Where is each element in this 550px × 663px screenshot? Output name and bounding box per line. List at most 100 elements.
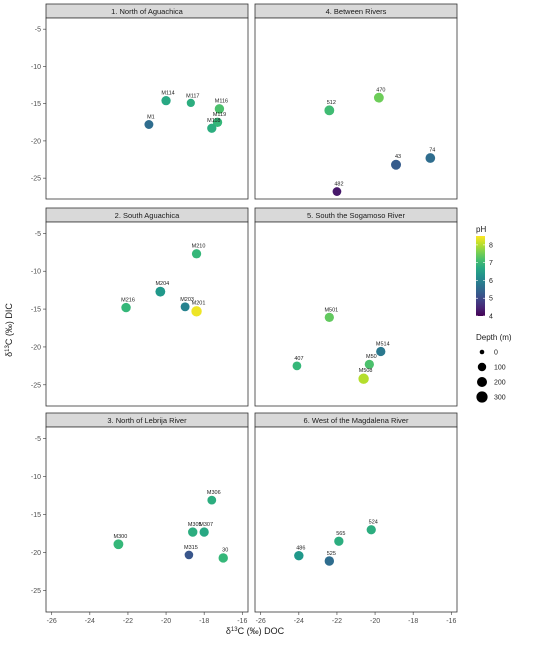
- data-point-label: 43: [395, 154, 401, 160]
- data-point-524: [366, 525, 376, 535]
- data-point-label: 30: [222, 548, 228, 554]
- data-point-m204: [155, 286, 166, 297]
- x-tick-label: -18: [408, 618, 418, 625]
- data-point-label: M117: [186, 93, 199, 99]
- y-tick-label: -10: [31, 269, 41, 276]
- data-point-label: M203: [180, 297, 194, 303]
- ph-tick-label: 5: [489, 296, 493, 303]
- panel-plot-area: [254, 221, 458, 407]
- y-tick-label: -5: [35, 436, 41, 443]
- ph-tick-label: 4: [489, 314, 493, 321]
- facet-panel-1-north-of-aguachica: 1. North of Aguachica -5 -10 -15 -20 -25 M114 M…: [31, 3, 249, 200]
- facet-panel-5-south-the-sogamoso-river: 5. South the Sogamoso River M501 M514 M50 40…: [254, 207, 458, 407]
- data-point-label: M300: [114, 534, 128, 540]
- depth-legend-key: [477, 362, 487, 372]
- data-point-label: M501: [324, 307, 338, 313]
- depth-size-legend: Depth (m) 0 100 200 300: [476, 333, 512, 403]
- ph-colorbar-legend: pH 4 5 6 7 8: [476, 225, 493, 321]
- y-tick-label: -20: [31, 344, 41, 351]
- facet-title: 6. West of the Magdalena River: [304, 416, 409, 425]
- panel-plot-area: [254, 426, 458, 613]
- data-point-label: 470: [376, 87, 385, 93]
- facet-title: 3. North of Lebrija River: [107, 416, 187, 425]
- facet-panels: 1. North of Aguachica -5 -10 -15 -20 -25 M114 M…: [31, 3, 458, 625]
- data-point-label: M119: [213, 112, 226, 118]
- x-tick-label: -16: [237, 618, 247, 625]
- data-point-label: 407: [294, 356, 303, 362]
- y-tick-label: -5: [35, 27, 41, 34]
- data-point-m307: [199, 527, 209, 537]
- facet-title: 2. South Aguachica: [115, 211, 180, 220]
- data-point-label: M508: [359, 368, 373, 374]
- y-tick-label: -5: [35, 231, 41, 238]
- y-tick-label: -10: [31, 64, 41, 71]
- data-point-label: 486: [296, 545, 305, 551]
- depth-legend-label: 100: [494, 365, 506, 372]
- facet-title: 4. Between Rivers: [326, 7, 387, 16]
- data-point-470: [373, 92, 384, 103]
- ph-tick-label: 6: [489, 278, 493, 285]
- data-point-label: M1: [147, 115, 155, 121]
- data-point-label: M514: [376, 341, 390, 347]
- facet-panel-3-north-of-lebrija-river: 3. North of Lebrija River -5 -10 -15 -20 -25 -…: [31, 412, 249, 625]
- y-axis-title: δ13C (‰) DIC: [4, 303, 14, 357]
- panel-plot-area: [254, 17, 458, 200]
- data-point-m305: [188, 527, 198, 537]
- data-point-label: M210: [192, 244, 206, 250]
- ph-legend-title: pH: [476, 225, 486, 234]
- data-point-m116: [214, 104, 225, 114]
- depth-legend-label: 0: [494, 350, 498, 357]
- data-point-m201: [191, 306, 202, 317]
- data-point-label: M305: [188, 522, 202, 528]
- y-tick-label: -25: [31, 176, 41, 183]
- data-point-label: M118: [207, 118, 220, 124]
- x-tick-label: -18: [199, 618, 209, 625]
- x-tick-label: -20: [161, 618, 171, 625]
- data-point-m203: [180, 302, 190, 312]
- data-point-label: M114: [161, 91, 174, 97]
- data-point-486: [294, 550, 304, 561]
- data-point-label: M216: [121, 297, 135, 303]
- data-point-label: 482: [334, 182, 343, 188]
- y-tick-label: -25: [31, 382, 41, 389]
- data-point-m117: [186, 98, 195, 108]
- data-point-43: [391, 159, 402, 170]
- data-point-m118: [207, 123, 217, 133]
- data-point-512: [324, 105, 335, 116]
- ph-colorbar: [476, 236, 485, 316]
- data-point-m1: [144, 120, 154, 129]
- data-point-m501: [324, 312, 334, 323]
- data-point-label: 525: [327, 551, 336, 557]
- data-point-label: M204: [155, 281, 169, 287]
- x-tick-label: -22: [332, 618, 342, 625]
- data-point-30: [218, 553, 228, 563]
- data-point-label: 524: [369, 520, 378, 526]
- data-point-label: M201: [192, 301, 206, 307]
- data-point-74: [425, 153, 436, 163]
- facet-panel-2-south-aguachica: 2. South Aguachica -5 -10 -15 -20 -25 M210 M204…: [31, 207, 249, 407]
- data-point-m216: [121, 302, 131, 313]
- depth-legend-label: 300: [494, 395, 506, 402]
- depth-legend-key: [477, 377, 487, 387]
- data-point-label: 74: [429, 148, 435, 154]
- data-point-label: M315: [184, 545, 198, 551]
- panel-plot-area: [45, 221, 249, 407]
- data-point-m50: [364, 359, 374, 369]
- y-tick-label: -20: [31, 138, 41, 145]
- y-tick-label: -15: [31, 101, 41, 108]
- facet-panel-6-west-of-the-magdalena-river: 6. West of the Magdalena River -26 -24 -22 -…: [254, 412, 458, 625]
- depth-legend-label: 200: [494, 380, 506, 387]
- data-point-label: M306: [207, 490, 221, 496]
- x-tick-label: -24: [294, 618, 304, 625]
- depth-legend-key: [479, 349, 485, 355]
- data-point-label: M116: [215, 99, 228, 105]
- y-tick-label: -20: [31, 550, 41, 557]
- depth-legend-title: Depth (m): [476, 333, 512, 342]
- data-point-m514: [376, 346, 386, 357]
- depth-legend-key: [476, 391, 488, 403]
- x-tick-label: -26: [256, 618, 266, 625]
- data-point-525: [324, 556, 335, 566]
- data-point-m210: [191, 249, 202, 259]
- data-point-407: [292, 361, 302, 371]
